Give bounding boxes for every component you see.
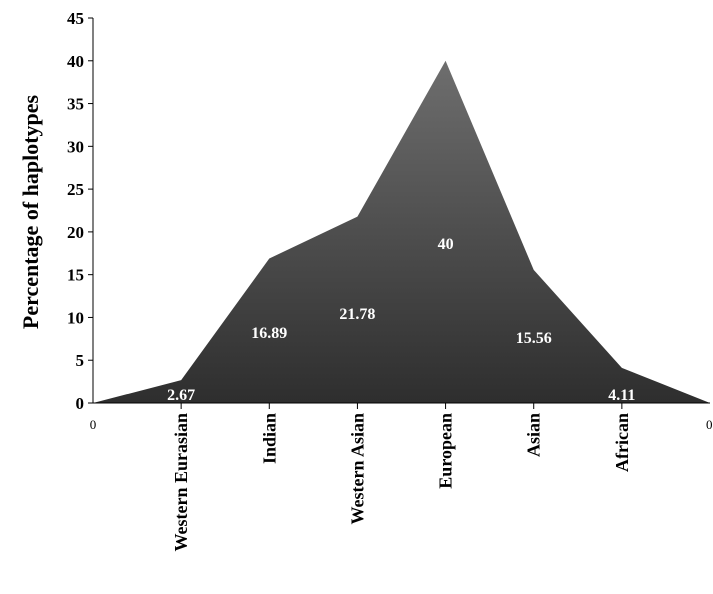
- area-series: [93, 60, 710, 404]
- y-tick-label: 25: [67, 180, 84, 199]
- y-tick-label: 10: [67, 308, 84, 327]
- y-tick-label: 40: [67, 52, 84, 71]
- data-label: 4.11: [608, 387, 635, 404]
- data-label: 21.78: [339, 306, 375, 323]
- data-label: 40: [438, 236, 454, 253]
- y-axis-title: Percentage of haplotypes: [18, 94, 43, 329]
- y-tick-label: 45: [67, 9, 84, 28]
- y-tick-label: 20: [67, 223, 84, 242]
- x-category-label: Western Asian: [347, 413, 367, 525]
- y-tick-label: 15: [67, 266, 84, 285]
- x-edge-label: 0: [90, 417, 97, 432]
- x-category-label: Indian: [259, 413, 279, 464]
- data-label: 15.56: [516, 330, 552, 347]
- x-category-label: European: [436, 413, 456, 489]
- x-edge-label: 0: [706, 417, 713, 432]
- data-label: 16.89: [251, 325, 287, 342]
- y-tick-label: 35: [67, 95, 84, 114]
- x-category-label: Western Eurasian: [171, 413, 191, 552]
- y-tick-label: 0: [76, 394, 85, 413]
- data-label: 2.67: [167, 387, 195, 404]
- y-tick-label: 30: [67, 137, 84, 156]
- x-category-label: African: [612, 413, 632, 472]
- x-category-label: Asian: [524, 413, 544, 457]
- y-tick-label: 5: [76, 351, 85, 370]
